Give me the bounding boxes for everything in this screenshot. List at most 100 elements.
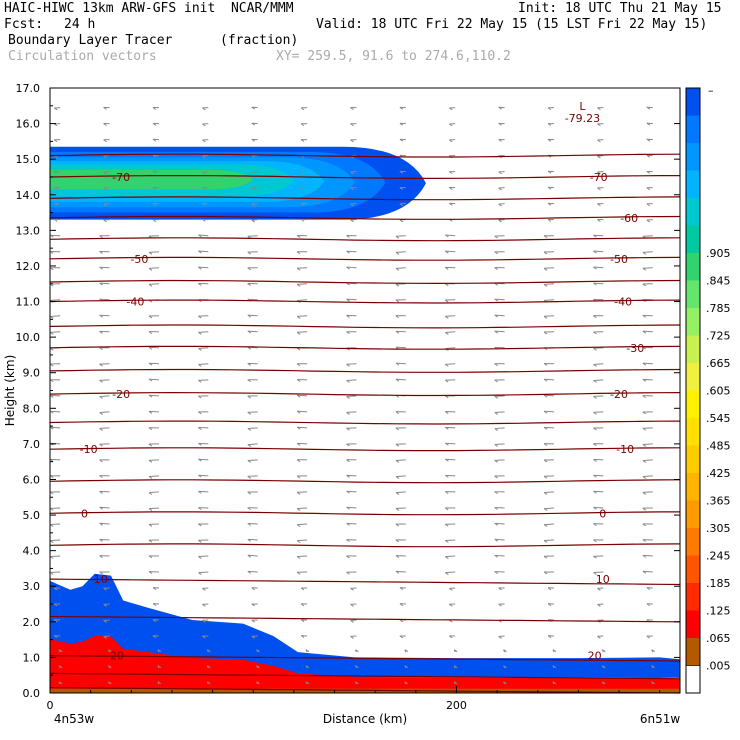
circulation-vector — [247, 427, 258, 430]
circulation-vector-head — [494, 491, 498, 495]
contour-label: -20 — [112, 388, 130, 401]
y-tick-label: 6.0 — [23, 473, 41, 486]
circulation-vector-head — [247, 267, 251, 271]
circulation-vector-head — [355, 681, 359, 685]
circulation-vector-head — [404, 681, 409, 685]
circulation-vector — [346, 411, 357, 413]
circulation-vector-head — [198, 234, 202, 238]
circulation-vector-head — [404, 649, 409, 653]
circulation-vector-head — [256, 665, 260, 669]
temperature-contour-line — [49, 175, 680, 179]
circulation-vector-head — [494, 412, 499, 415]
circulation-vector-head — [148, 331, 153, 335]
circulation-vector-head — [198, 490, 202, 494]
circulation-vector — [99, 395, 110, 398]
circulation-vector-head — [53, 186, 58, 190]
colorbar-label: .425 — [706, 467, 731, 480]
colorbar-top-label: – — [708, 84, 714, 97]
circulation-vector-head — [202, 139, 206, 143]
temperature-contour-line — [49, 687, 681, 694]
circulation-vector — [445, 250, 456, 253]
colorbar-label: .125 — [706, 605, 731, 618]
colorbar-swatch — [686, 583, 700, 611]
contour-label: 10 — [94, 573, 108, 586]
circulation-vector-head — [494, 507, 498, 510]
circulation-vector-head — [256, 681, 260, 685]
circulation-vector-head — [296, 442, 301, 446]
circulation-vector-head — [99, 314, 103, 318]
circulation-vector-head — [651, 665, 656, 669]
circulation-vector-head — [103, 587, 107, 591]
circulation-vector-head — [346, 555, 350, 559]
circulation-vector-head — [49, 458, 54, 462]
circulation-vector-head — [346, 522, 350, 526]
circulation-vector — [198, 363, 209, 365]
circulation-vector-head — [593, 411, 597, 415]
circulation-vector-head — [296, 459, 301, 463]
circulation-vector-head — [642, 427, 647, 431]
circulation-vector-head — [445, 250, 449, 254]
circulation-vector-head — [503, 665, 507, 669]
circulation-vector-head — [646, 587, 651, 591]
circulation-vector-head — [593, 523, 597, 526]
circulation-vector — [445, 458, 456, 461]
colorbar-label: .665 — [706, 357, 731, 370]
circulation-vector-head — [498, 171, 502, 175]
colorbar-swatch — [686, 88, 700, 116]
circulation-vector-head — [99, 555, 103, 559]
circulation-vector-head — [251, 219, 256, 223]
circulation-vector-head — [296, 235, 301, 238]
circulation-vector-head — [642, 267, 647, 271]
circulation-vector-head — [198, 474, 202, 478]
circulation-vector — [198, 379, 209, 381]
circulation-vector-head — [453, 649, 458, 653]
circulation-vector-head — [593, 555, 597, 559]
circulation-vector-head — [53, 202, 58, 206]
circulation-vector-head — [346, 282, 350, 286]
y-tick-label: 13.0 — [16, 224, 41, 237]
circulation-vector — [544, 539, 555, 541]
circulation-vector-head — [547, 170, 552, 174]
circulation-vector-head — [251, 587, 256, 591]
circulation-vector-head — [99, 363, 103, 367]
circulation-vector-head — [99, 379, 103, 383]
circulation-vector — [50, 523, 61, 526]
contour-label: -60 — [620, 212, 638, 225]
circulation-vector-head — [444, 379, 449, 383]
colorbar-swatch — [686, 555, 700, 583]
circulation-vector-head — [346, 266, 350, 270]
circulation-vector — [198, 266, 209, 269]
contour-label: -50 — [610, 253, 628, 266]
field-units: (fraction) — [220, 33, 299, 48]
circulation-vector-head — [148, 508, 153, 511]
circulation-vector-head — [350, 620, 354, 623]
circulation-vector-head — [543, 315, 548, 319]
circulation-vector-head — [395, 523, 400, 527]
valid-time: Valid: 18 UTC Fri 22 May 15 (15 LST Fri … — [316, 17, 708, 32]
low-marker-value: -79.23 — [565, 112, 600, 125]
circulation-vector-head — [247, 314, 252, 318]
colorbar: .005 .065 .125 .185 .245 .305 .365 .425 .485 .545… — [685, 84, 731, 694]
y-tick-label: 12.0 — [16, 260, 41, 273]
circulation-vector-head — [395, 443, 400, 447]
circulation-vector — [346, 474, 357, 477]
circulation-vector-head — [296, 491, 301, 495]
circulation-vector-head — [642, 283, 647, 287]
contour-label: 10 — [596, 573, 610, 586]
circulation-vector-head — [198, 411, 202, 415]
circulation-vector-head — [99, 331, 103, 334]
circulation-vector — [198, 571, 209, 574]
circulation-vector-head — [296, 410, 301, 414]
circulation-vector-head — [152, 635, 157, 639]
circulation-vector-head — [251, 203, 256, 207]
circulation-vector-head — [247, 538, 252, 542]
circulation-vector-head — [642, 251, 647, 255]
circulation-vector-head — [198, 395, 202, 399]
circulation-vector-head — [198, 331, 202, 335]
circulation-vector-head — [305, 649, 310, 653]
temperature-contour-line — [49, 299, 681, 304]
colorbar-swatch — [686, 198, 700, 226]
circulation-vector-head — [103, 219, 107, 223]
circulation-vector — [99, 282, 110, 285]
circulation-vector-head — [148, 362, 153, 366]
